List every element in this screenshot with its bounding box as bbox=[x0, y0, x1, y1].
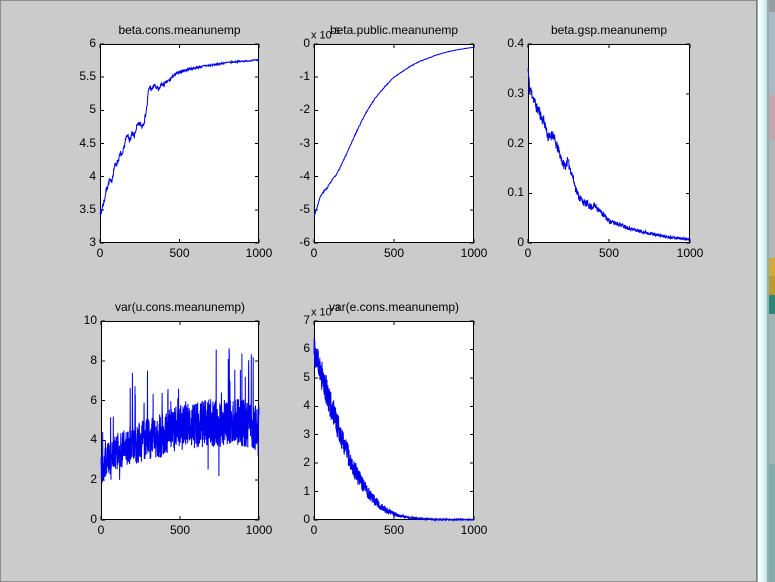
y-tick-label: 4.5 bbox=[79, 135, 96, 150]
desktop-teal-light bbox=[769, 314, 775, 464]
subplot-title: beta.gsp.meanunemp bbox=[550, 23, 668, 37]
y-tick-label: 6 bbox=[303, 341, 310, 356]
x-tick-label: 1000 bbox=[245, 246, 273, 260]
trace-line bbox=[313, 337, 475, 522]
y-tick-label: 8 bbox=[90, 352, 97, 367]
x-tick-label: 0 bbox=[310, 523, 318, 537]
desktop-gray bbox=[769, 140, 775, 258]
y-tick-label: 3 bbox=[89, 235, 96, 249]
x-tick-label: 0 bbox=[524, 246, 532, 260]
y-tick-label: 0.1 bbox=[507, 185, 524, 200]
y-tick-label: 7 bbox=[303, 313, 310, 327]
y-tick-label: 0.4 bbox=[507, 36, 524, 50]
y-axis-exponent-label: x 10-3 bbox=[311, 303, 340, 319]
subplot-beta-cons-meanunemp: beta.cons.meanunemp 0 500 1000 3 3.5 4 4.5 5 5.5… bbox=[79, 23, 272, 260]
tick-marks bbox=[313, 320, 475, 521]
desktop-icon-yellow-2-fragment[interactable] bbox=[769, 276, 775, 295]
y-tick-label: 1 bbox=[303, 483, 310, 498]
y-tick-label: 5 bbox=[303, 369, 310, 384]
window-behind-blue bbox=[769, 12, 775, 95]
subplot-title: beta.public.meanunemp bbox=[329, 23, 459, 37]
y-tick-label: 0.2 bbox=[507, 135, 524, 150]
trace-line bbox=[99, 58, 260, 216]
axes-box bbox=[100, 44, 259, 243]
x-tick-label: 500 bbox=[383, 246, 405, 260]
axes-canvas bbox=[527, 43, 691, 244]
window-behind-top bbox=[769, 0, 775, 12]
axes-box bbox=[314, 44, 474, 243]
y-tick-label: 0 bbox=[90, 512, 97, 526]
y-tick-label: 2 bbox=[90, 472, 97, 487]
axes-box bbox=[528, 44, 690, 243]
x-tick-label: 500 bbox=[383, 523, 405, 537]
desktop-edge-sliver bbox=[769, 0, 775, 582]
trace-line bbox=[100, 348, 260, 483]
y-tick-label: 6 bbox=[90, 392, 97, 407]
y-tick-label: 3 bbox=[303, 426, 310, 441]
y-tick-label: -2 bbox=[299, 102, 310, 117]
window-behind-pink bbox=[769, 95, 775, 140]
subplot-beta-gsp-meanunemp: beta.gsp.meanunemp 0 500 1000 0 0.1 0.2 0.3 0.4 bbox=[507, 23, 703, 260]
y-tick-label: 5 bbox=[89, 102, 96, 117]
x-tick-label: 0 bbox=[310, 246, 318, 260]
tick-marks bbox=[99, 43, 260, 244]
y-tick-label: 0.3 bbox=[507, 85, 524, 100]
matlab-figure-window: beta.cons.meanunemp 0 500 1000 3 3.5 4 4.5 5 5.5… bbox=[0, 0, 757, 582]
tick-marks bbox=[313, 43, 475, 244]
y-axis-exponent-label: x 10-5 bbox=[311, 26, 340, 42]
x-tick-label: 0 bbox=[97, 523, 105, 537]
y-tick-label: 4 bbox=[89, 168, 96, 183]
x-tick-label: 1000 bbox=[676, 246, 704, 260]
trace-line bbox=[313, 46, 474, 217]
y-tick-label: -3 bbox=[299, 135, 310, 150]
y-tick-label: 6 bbox=[89, 36, 96, 50]
subplot-title: var(u.cons.meanunemp) bbox=[114, 300, 246, 314]
trace-line bbox=[527, 68, 691, 242]
axes-canvas bbox=[100, 320, 260, 521]
x-tick-label: 500 bbox=[169, 523, 191, 537]
x-tick-label: 0 bbox=[96, 246, 104, 260]
tick-marks bbox=[100, 320, 260, 521]
x-tick-label: 1000 bbox=[245, 523, 273, 537]
subplot-title: beta.cons.meanunemp bbox=[118, 23, 241, 37]
y-tick-label: -1 bbox=[299, 69, 310, 84]
y-tick-label: 4 bbox=[90, 432, 97, 447]
x-tick-label: 500 bbox=[598, 246, 620, 260]
y-tick-label: 0 bbox=[303, 512, 310, 526]
x-tick-label: 500 bbox=[169, 246, 190, 260]
subplot-var-e-cons-meanunemp: var(e.cons.meanunemp) x 10-3 0 500 1000 0 1 2… bbox=[303, 300, 487, 537]
axes-canvas bbox=[313, 320, 475, 522]
desktop-icon-teal-fragment[interactable] bbox=[769, 295, 775, 314]
y-tick-label: 2 bbox=[303, 455, 310, 470]
y-tick-label: -4 bbox=[299, 168, 310, 183]
window-edge-highlight-strip bbox=[758, 0, 768, 582]
tick-marks bbox=[527, 43, 691, 244]
y-tick-label: -6 bbox=[299, 235, 310, 249]
y-tick-label: 4 bbox=[303, 398, 310, 413]
desktop-teal bbox=[769, 464, 775, 582]
y-tick-label: 5.5 bbox=[79, 69, 96, 84]
y-tick-label: -5 bbox=[299, 201, 310, 216]
y-tick-label: 0 bbox=[517, 235, 524, 249]
desktop-icon-yellow-1-fragment[interactable] bbox=[769, 258, 775, 276]
y-tick-label: 0 bbox=[303, 36, 310, 50]
subplot-title: var(e.cons.meanunemp) bbox=[328, 300, 460, 314]
subplot-beta-public-meanunemp: beta.public.meanunemp x 10-5 0 500 1000 -6 -… bbox=[299, 23, 487, 260]
axes-canvas bbox=[99, 43, 260, 244]
x-tick-label: 1000 bbox=[460, 523, 488, 537]
subplot-var-u-cons-meanunemp: var(u.cons.meanunemp) 0 500 1000 0 2 4 6 8 10 bbox=[84, 300, 273, 537]
axes-canvas bbox=[313, 43, 475, 244]
y-tick-label: 10 bbox=[83, 313, 97, 327]
x-tick-label: 1000 bbox=[460, 246, 488, 260]
y-tick-label: 3.5 bbox=[79, 201, 96, 216]
